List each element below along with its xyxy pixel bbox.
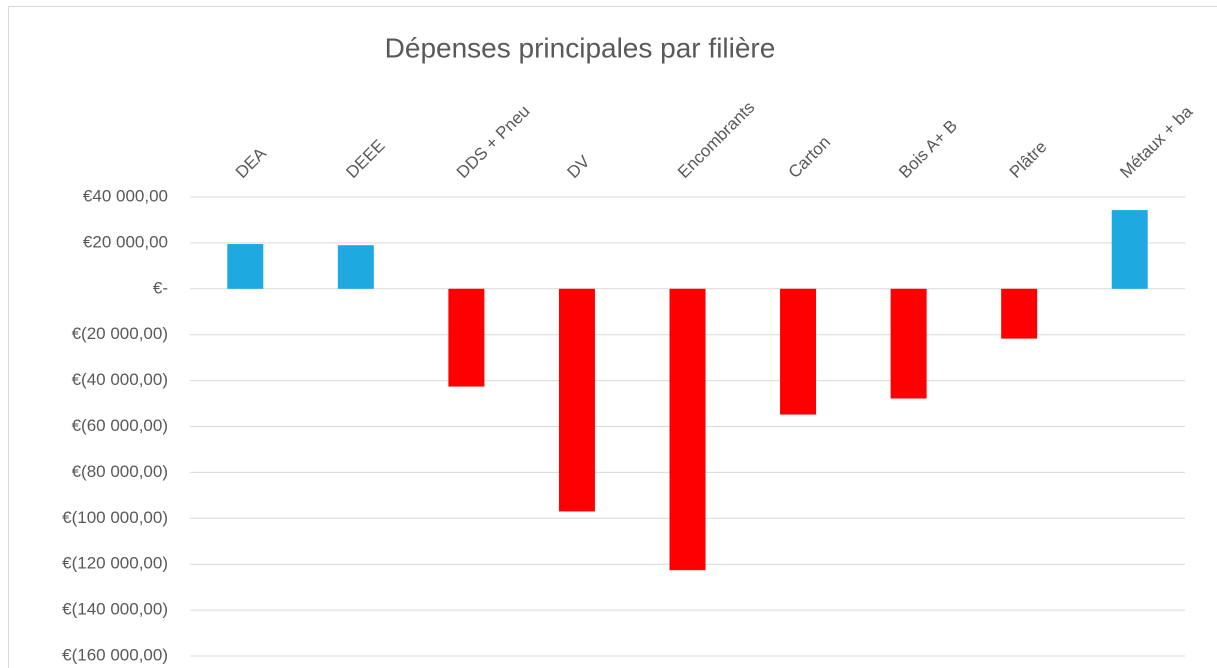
x-tick-label: Encombrants — [674, 98, 758, 182]
x-tick-label: Carton — [785, 132, 835, 182]
x-tick-label: Métaux + ba — [1116, 102, 1196, 182]
bar — [448, 288, 485, 387]
y-tick-label: €40 000,00 — [83, 186, 168, 205]
bar — [337, 245, 374, 289]
y-tick-label: €(80 000,00) — [72, 462, 168, 481]
chart-title: Dépenses principales par filière — [385, 32, 776, 63]
x-tick-label: DEA — [232, 143, 271, 182]
x-tick-label: DV — [564, 151, 595, 182]
y-tick-label: €(100 000,00) — [62, 508, 168, 527]
y-tick-label: €(40 000,00) — [72, 370, 168, 389]
bar — [558, 288, 595, 512]
y-tick-label: €(20 000,00) — [72, 324, 168, 343]
y-tick-label: €(120 000,00) — [62, 554, 168, 573]
y-tick-label: €- — [153, 278, 168, 297]
bar — [227, 244, 264, 289]
y-tick-label: €(60 000,00) — [72, 416, 168, 435]
bar — [780, 288, 817, 415]
chart-border — [8, 6, 1217, 668]
bar — [1111, 210, 1148, 289]
x-tick-label: Bois A+ B — [895, 116, 961, 182]
bar — [1001, 288, 1038, 339]
x-tick-label: DDS + Pneu — [453, 101, 534, 182]
y-tick-label: €(160 000,00) — [62, 645, 168, 664]
x-tick-label: DEEE — [342, 136, 388, 182]
bar — [890, 288, 927, 399]
x-tick-label: Plâtre — [1006, 137, 1051, 182]
y-tick-label: €(140 000,00) — [62, 600, 168, 619]
y-tick-label: €20 000,00 — [83, 232, 168, 251]
bar — [669, 288, 706, 571]
